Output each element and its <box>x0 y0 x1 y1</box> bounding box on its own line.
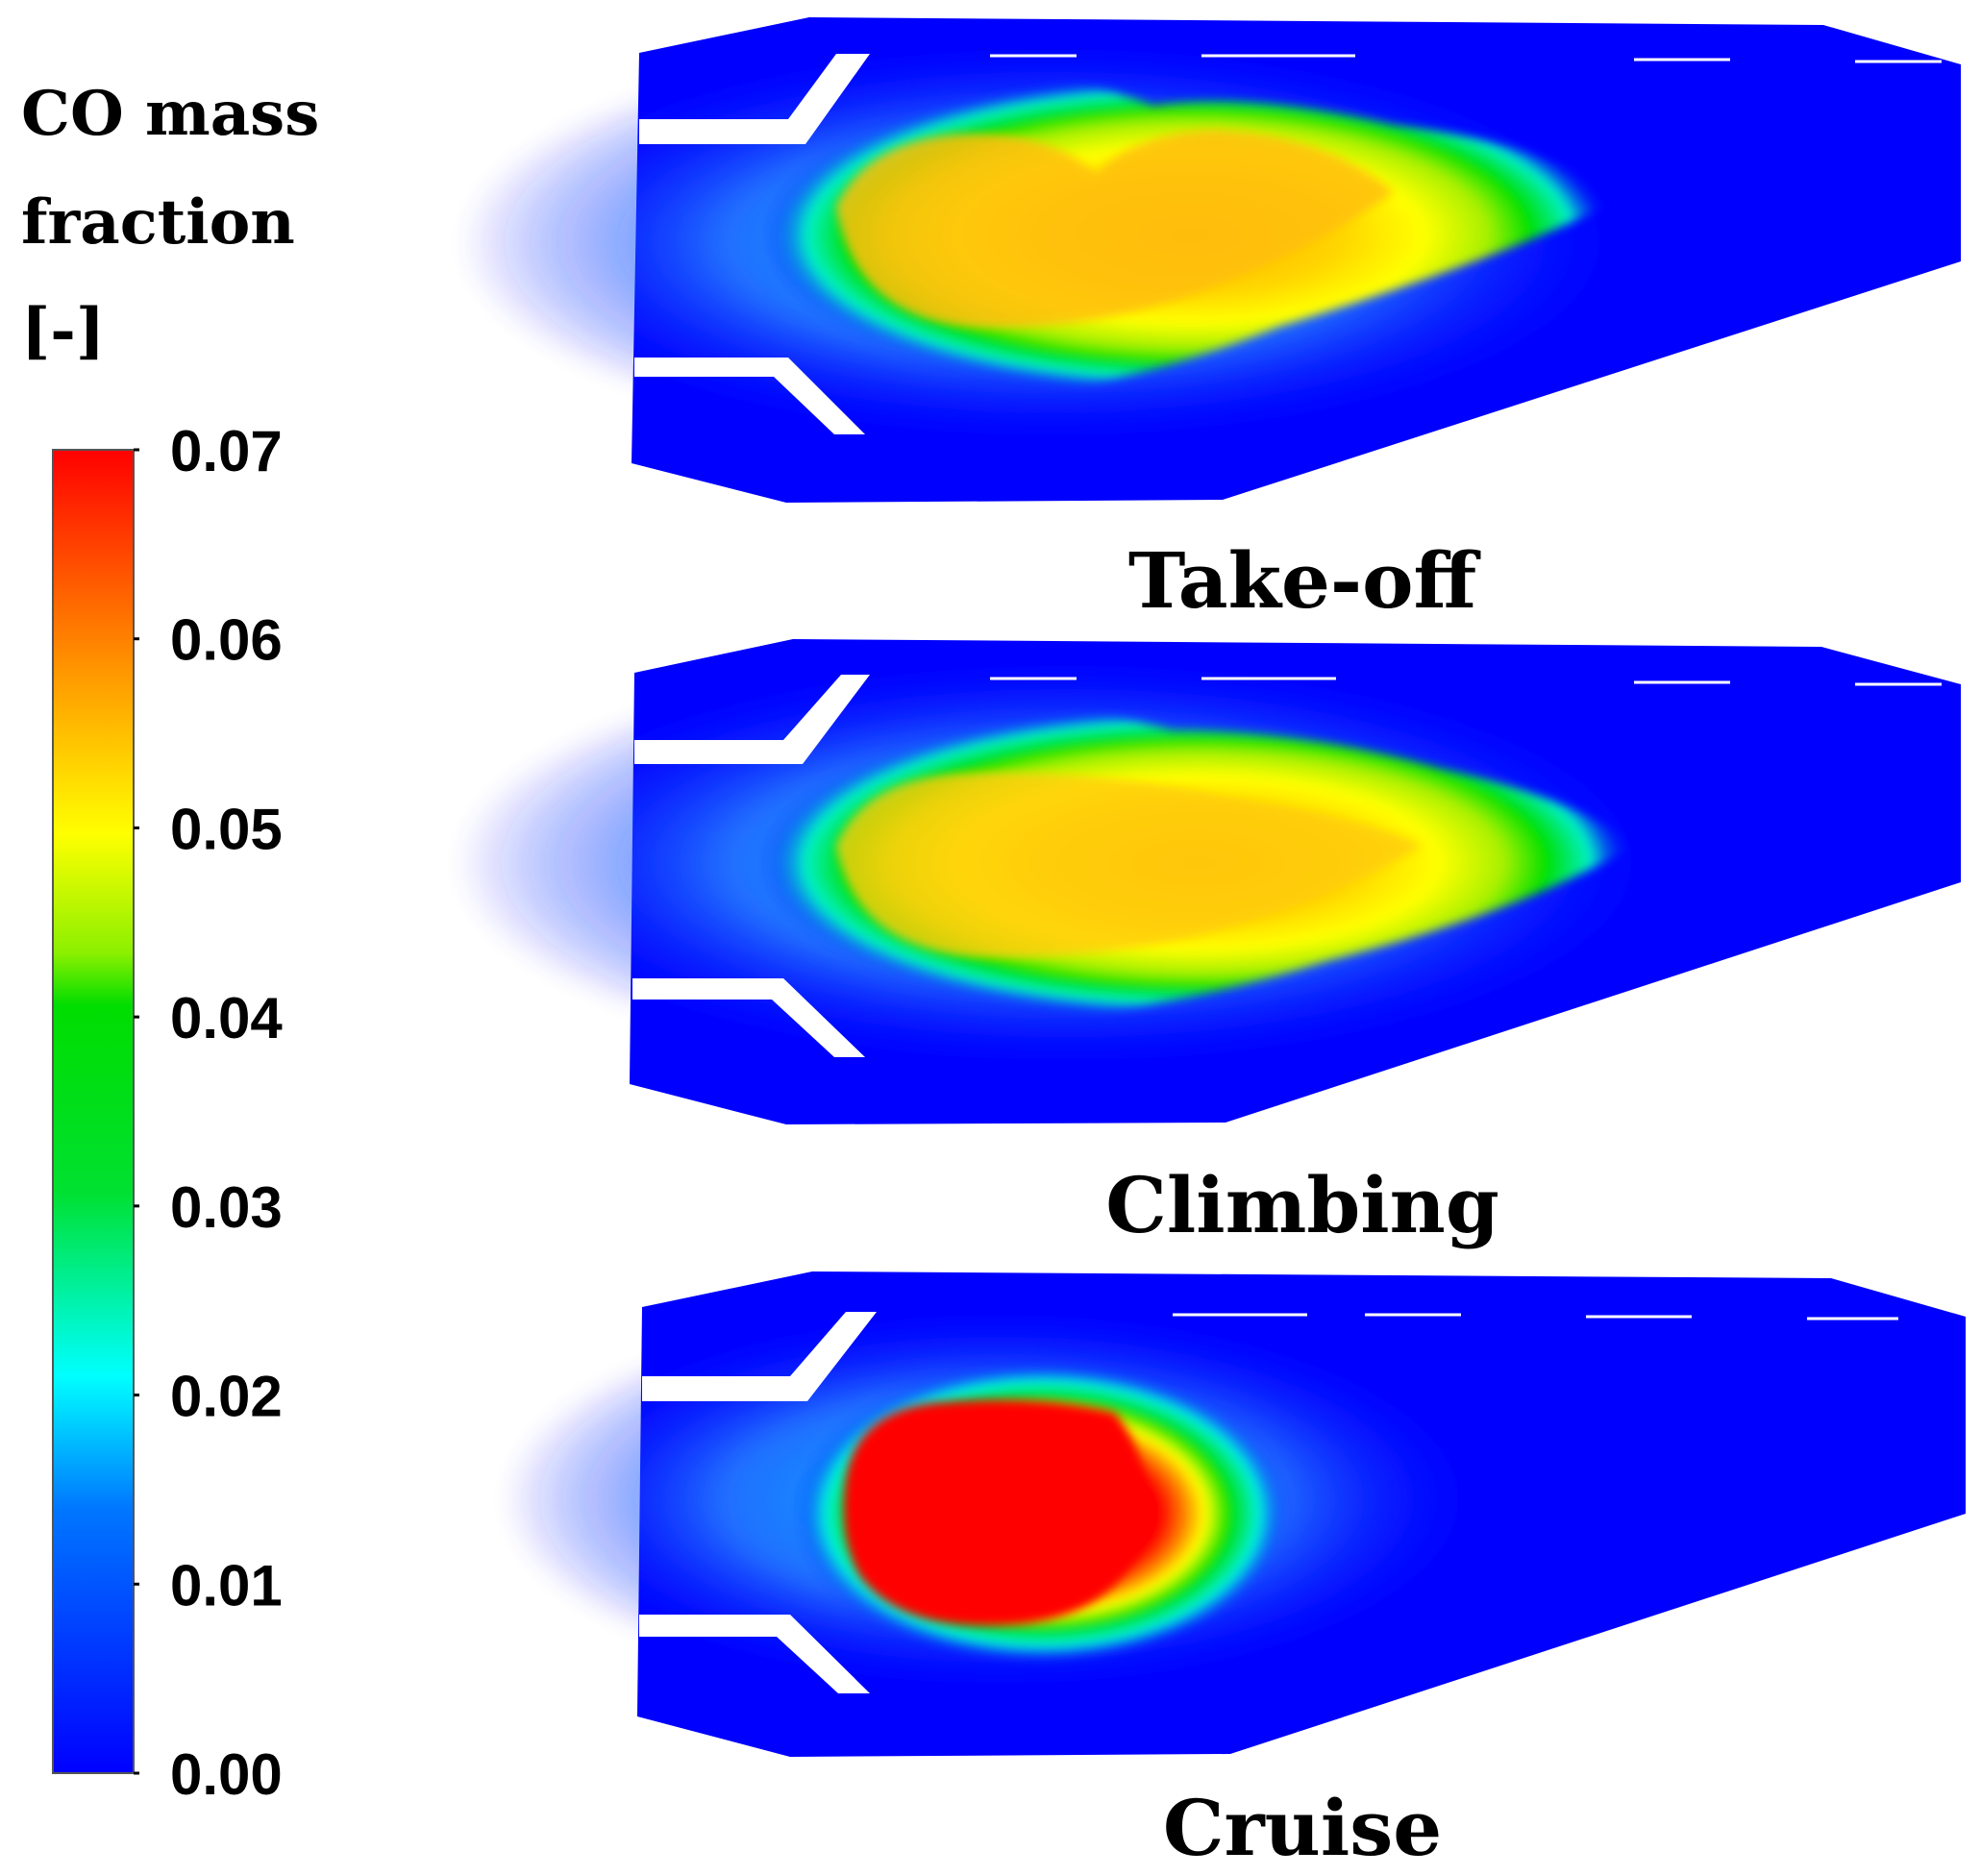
colorbar-scale <box>52 449 135 1774</box>
panel-take-off-wall-marks <box>990 54 1942 63</box>
panel-take-off-label: Take-off <box>1128 535 1481 626</box>
panel-take-off-lower-injector <box>634 358 865 434</box>
colorbar-tick-label: 0.02 <box>170 1365 283 1429</box>
colorbar-tick-label: 0.01 <box>170 1553 283 1617</box>
panel-cruise-wall-marks <box>1173 1313 1898 1321</box>
colorbar-tick-label: 0.00 <box>170 1742 283 1807</box>
panel-climbing-core <box>836 773 1423 957</box>
colorbar-ticks: 0.07 0.06 0.05 0.04 0.03 0.02 0.01 0.00 <box>134 419 283 1807</box>
panel-take-off-upper-injector <box>639 54 870 144</box>
panel-cruise: Cruise <box>500 1271 1966 1873</box>
panel-take-off-core <box>836 130 1394 328</box>
colorbar-tick-label: 0.05 <box>170 797 283 861</box>
panel-take-off: Take-off <box>457 17 1961 626</box>
colorbar-tick-label: 0.07 <box>170 419 283 483</box>
panel-climbing: Climbing <box>452 639 1961 1250</box>
panel-cruise-lower-injector <box>639 1615 870 1693</box>
colorbar: CO mass fraction [-] 0.070.060.050.040.0… <box>21 78 319 1807</box>
colorbar-title-line-2: fraction <box>21 186 295 259</box>
colorbar-tick-label: 0.06 <box>170 608 283 673</box>
colorbar-title-line-3: [-] <box>21 295 105 367</box>
colorbar-tick-label: 0.03 <box>170 1175 283 1240</box>
panel-climbing-upper-injector <box>634 675 870 764</box>
panel-cruise-core <box>843 1399 1146 1626</box>
colorbar-title-line-1: CO mass <box>21 78 319 150</box>
panel-climbing-lower-injector <box>632 978 865 1057</box>
panel-climbing-label: Climbing <box>1105 1160 1499 1250</box>
panel-cruise-upper-injector <box>642 1312 877 1401</box>
panel-cruise-label: Cruise <box>1163 1783 1442 1873</box>
colorbar-tick-label: 0.04 <box>170 986 283 1050</box>
contour-panels: Take-off Climbing Cruise <box>452 17 1966 1873</box>
panel-climbing-wall-marks <box>990 677 1942 686</box>
